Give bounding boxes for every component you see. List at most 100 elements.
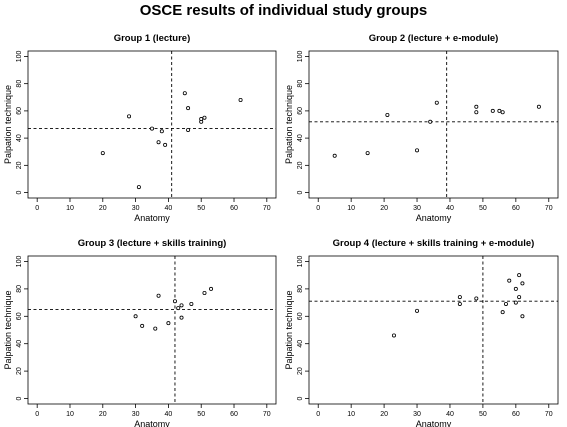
data-point — [199, 117, 204, 122]
x-axis-label: Anatomy — [134, 213, 170, 223]
y-tick-label: 20 — [297, 161, 304, 169]
y-tick-label: 100 — [297, 256, 304, 268]
x-tick-label: 50 — [479, 205, 487, 212]
y-tick-label: 0 — [297, 396, 304, 400]
data-point — [140, 323, 145, 328]
x-tick-label: 20 — [380, 205, 388, 212]
data-point — [415, 148, 420, 153]
data-point — [513, 286, 518, 291]
y-tick-label: 40 — [16, 134, 23, 142]
data-point — [153, 326, 158, 331]
panel-title: Group 1 (lecture) — [114, 33, 191, 44]
y-tick-label: 20 — [297, 367, 304, 375]
x-tick-label: 70 — [545, 205, 553, 212]
data-point — [182, 91, 187, 96]
y-axis-label: Palpation technique — [284, 85, 294, 164]
x-tick-label: 20 — [99, 205, 107, 212]
y-tick-label: 100 — [16, 51, 23, 63]
data-point — [474, 104, 479, 109]
x-tick-label: 0 — [35, 411, 39, 418]
data-point — [179, 315, 184, 320]
y-tick-label: 60 — [16, 312, 23, 320]
x-axis-label: Anatomy — [416, 419, 452, 427]
y-tick-label: 40 — [297, 340, 304, 348]
data-point — [517, 295, 522, 300]
panel-1: Group 1 (lecture) 0 10 20 30 40 50 60 70 0 20 40 60 8… — [3, 33, 277, 223]
data-point — [536, 104, 541, 109]
x-tick-label: 50 — [479, 411, 487, 418]
x-tick-label: 0 — [35, 205, 39, 212]
x-tick-label: 70 — [263, 411, 271, 418]
data-point — [500, 110, 505, 115]
data-point — [176, 306, 181, 311]
data-point — [517, 273, 522, 278]
y-axis-label: Palpation technique — [3, 85, 13, 164]
data-point — [149, 126, 154, 131]
plot-frame — [308, 50, 559, 199]
x-tick-label: 40 — [165, 411, 173, 418]
data-point — [159, 129, 164, 134]
chart-panels: Group 1 (lecture) 0 10 20 30 40 50 60 70 0 20 40 60 8… — [3, 33, 559, 427]
x-tick-label: 40 — [446, 205, 454, 212]
x-tick-label: 60 — [230, 411, 238, 418]
data-point — [133, 314, 138, 319]
data-point — [186, 106, 191, 111]
y-tick-label: 100 — [297, 51, 304, 63]
data-point — [163, 142, 168, 147]
y-tick-label: 80 — [297, 80, 304, 88]
data-point — [520, 281, 525, 286]
data-point — [202, 115, 207, 120]
y-tick-label: 80 — [297, 285, 304, 293]
data-point — [391, 333, 396, 338]
x-tick-label: 0 — [316, 205, 320, 212]
x-tick-label: 30 — [413, 411, 421, 418]
x-tick-label: 30 — [132, 411, 140, 418]
y-axis-label: Palpation technique — [3, 290, 13, 369]
data-point — [238, 98, 243, 103]
x-tick-label: 60 — [512, 411, 520, 418]
x-tick-label: 50 — [197, 205, 205, 212]
data-point — [434, 100, 439, 105]
x-tick-label: 20 — [99, 411, 107, 418]
y-tick-label: 40 — [297, 134, 304, 142]
data-point — [179, 303, 184, 308]
x-tick-label: 40 — [165, 205, 173, 212]
y-tick-label: 40 — [16, 340, 23, 348]
y-tick-label: 0 — [16, 191, 23, 195]
panel-3: Group 3 (lecture + skills training) 0 10 20… — [3, 238, 277, 427]
data-point — [490, 108, 495, 113]
data-point — [457, 295, 462, 300]
y-tick-label: 20 — [16, 367, 23, 375]
x-tick-label: 10 — [66, 205, 74, 212]
x-tick-label: 70 — [263, 205, 271, 212]
x-tick-label: 10 — [347, 205, 355, 212]
data-point — [428, 119, 433, 124]
data-point — [365, 151, 370, 156]
x-axis-label: Anatomy — [134, 419, 170, 427]
plot-frame — [27, 255, 277, 405]
x-tick-label: 60 — [230, 205, 238, 212]
x-tick-label: 30 — [413, 205, 421, 212]
data-point — [100, 151, 105, 156]
y-tick-label: 60 — [16, 107, 23, 115]
data-point — [500, 310, 505, 315]
x-tick-label: 40 — [446, 411, 454, 418]
panel-4: Group 4 (lecture + skills training + e-m… — [284, 238, 559, 427]
data-point — [127, 114, 132, 119]
data-point — [520, 314, 525, 319]
data-point — [385, 112, 390, 117]
y-tick-label: 80 — [16, 80, 23, 88]
data-point — [503, 301, 508, 306]
data-point — [209, 286, 214, 291]
panel-title: Group 4 (lecture + skills training + e-m… — [333, 238, 535, 249]
y-tick-label: 0 — [297, 191, 304, 195]
data-point — [189, 301, 194, 306]
x-tick-label: 70 — [545, 411, 553, 418]
x-axis-label: Anatomy — [416, 213, 452, 223]
data-point — [136, 185, 141, 190]
data-point — [202, 290, 207, 295]
panel-2: Group 2 (lecture + e-module) 0 10 20 30 40 50 6… — [284, 33, 559, 223]
x-tick-label: 50 — [197, 411, 205, 418]
x-tick-label: 10 — [347, 411, 355, 418]
data-point — [415, 308, 420, 313]
